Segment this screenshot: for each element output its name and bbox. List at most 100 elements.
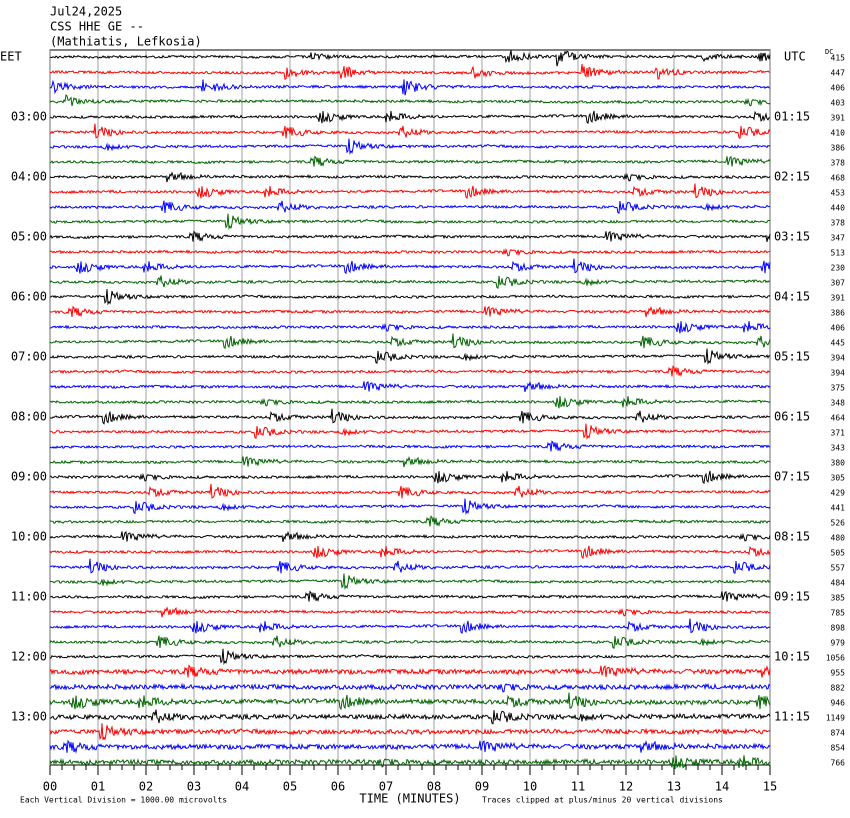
trace [49, 247, 771, 257]
right-time-label: 03:15 [774, 230, 810, 244]
dc-value: 874 [831, 729, 846, 738]
dc-value: 453 [831, 189, 846, 198]
dc-value: 955 [831, 669, 846, 678]
right-time-label: 05:15 [774, 350, 810, 364]
trace [49, 396, 771, 409]
dc-value: 378 [831, 159, 846, 168]
x-tick-label: 14 [715, 780, 729, 794]
footnote: Traces clipped at plus/minus 20 vertical… [482, 796, 723, 805]
x-tick-label: 01 [91, 780, 105, 794]
trace [49, 408, 771, 425]
dc-label: DC [825, 48, 833, 56]
dc-value: 445 [831, 339, 846, 348]
right-time-label: 01:15 [774, 110, 810, 124]
trace [49, 470, 771, 485]
dc-value: 406 [831, 84, 846, 93]
dc-value: 410 [831, 129, 846, 138]
x-tick-label: 08 [427, 780, 441, 794]
dc-value: 391 [831, 114, 846, 123]
dc-value: 406 [831, 324, 846, 333]
trace [49, 423, 771, 440]
dc-value: 347 [831, 234, 846, 243]
dc-value: 441 [831, 504, 846, 513]
trace [49, 230, 771, 242]
dc-value: 979 [831, 639, 846, 648]
dc-value: 557 [831, 564, 846, 573]
x-tick-label: 09 [475, 780, 489, 794]
right-time-label: 06:15 [774, 410, 810, 424]
x-tick-label: 11 [571, 780, 585, 794]
dc-value: 447 [831, 69, 846, 78]
right-time-label: 10:15 [774, 650, 810, 664]
dc-value: 1149 [826, 714, 845, 723]
trace [49, 755, 771, 770]
dc-value: 386 [831, 309, 846, 318]
trace [49, 138, 771, 155]
trace [49, 545, 771, 560]
trace [49, 618, 771, 635]
trace [49, 305, 771, 318]
trace [49, 289, 771, 306]
dc-value: 415 [831, 54, 846, 63]
trace [49, 498, 771, 516]
dc-value: 480 [831, 534, 846, 543]
dc-value: 882 [831, 684, 846, 693]
trace [49, 200, 771, 214]
trace [49, 50, 771, 67]
trace [49, 275, 771, 289]
dc-value: 343 [831, 444, 846, 453]
left-time-label: 06:00 [11, 290, 47, 304]
left-time-label: 11:00 [11, 590, 47, 604]
trace [49, 213, 771, 231]
right-time-label: 04:15 [774, 290, 810, 304]
trace [49, 456, 771, 468]
right-axis-title: UTC [784, 50, 806, 64]
dc-value: 513 [831, 249, 846, 258]
x-tick-label: 12 [619, 780, 633, 794]
title-line: Jul24,2025 [50, 5, 122, 19]
trace [49, 709, 771, 725]
right-time-label: 08:15 [774, 530, 810, 544]
trace [49, 440, 771, 452]
dc-value: 375 [831, 384, 846, 393]
dc-value: 394 [831, 369, 846, 378]
dc-value: 429 [831, 489, 846, 498]
trace [49, 606, 771, 618]
trace [49, 365, 771, 377]
left-axis-title: EET [0, 50, 22, 64]
trace [49, 183, 771, 200]
trace [49, 483, 771, 499]
x-tick-label: 04 [235, 780, 249, 794]
trace [49, 123, 771, 139]
dc-value: 785 [831, 609, 846, 618]
x-tick-label: 06 [331, 780, 345, 794]
x-tick-label: 02 [139, 780, 153, 794]
title-line: CSS HHE GE -- [50, 20, 144, 34]
dc-value: 230 [831, 264, 846, 273]
dc-value: 526 [831, 519, 846, 528]
trace [49, 321, 771, 334]
trace [49, 635, 771, 649]
dc-value: 464 [831, 414, 846, 423]
dc-value: 898 [831, 624, 846, 633]
left-time-label: 05:00 [11, 230, 47, 244]
trace [49, 79, 771, 96]
x-tick-label: 05 [283, 780, 297, 794]
trace [49, 692, 771, 711]
dc-value: 468 [831, 174, 846, 183]
trace [50, 348, 771, 365]
dc-value: 484 [831, 579, 846, 588]
dc-value: 854 [831, 744, 846, 753]
left-time-label: 10:00 [11, 530, 47, 544]
dc-value: 380 [831, 459, 846, 468]
dc-value: 440 [831, 204, 846, 213]
trace [49, 333, 771, 350]
trace [49, 110, 771, 125]
trace [49, 155, 771, 167]
right-time-label: 11:15 [774, 710, 810, 724]
left-time-label: 12:00 [11, 650, 47, 664]
trace [49, 739, 771, 754]
left-time-label: 04:00 [11, 170, 47, 184]
